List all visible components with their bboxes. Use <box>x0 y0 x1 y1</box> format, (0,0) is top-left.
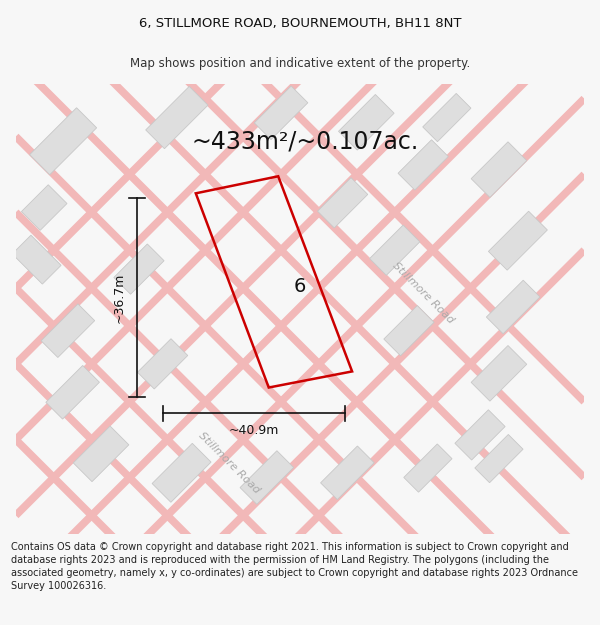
Polygon shape <box>404 444 452 492</box>
Text: Map shows position and indicative extent of the property.: Map shows position and indicative extent… <box>130 57 470 70</box>
Text: 6, STILLMORE ROAD, BOURNEMOUTH, BH11 8NT: 6, STILLMORE ROAD, BOURNEMOUTH, BH11 8NT <box>139 17 461 30</box>
Polygon shape <box>471 346 527 401</box>
Polygon shape <box>152 443 211 503</box>
Text: ~40.9m: ~40.9m <box>229 424 279 438</box>
Text: Contains OS data © Crown copyright and database right 2021. This information is : Contains OS data © Crown copyright and d… <box>11 542 578 591</box>
Polygon shape <box>488 211 547 270</box>
Polygon shape <box>475 434 523 482</box>
Polygon shape <box>73 426 129 482</box>
Polygon shape <box>146 86 208 149</box>
Polygon shape <box>12 235 61 284</box>
Polygon shape <box>240 451 293 504</box>
Polygon shape <box>320 446 374 499</box>
Polygon shape <box>338 94 394 150</box>
Polygon shape <box>254 86 308 139</box>
Polygon shape <box>22 185 67 230</box>
Polygon shape <box>41 304 95 358</box>
Polygon shape <box>317 177 368 228</box>
Text: Stillmore Road: Stillmore Road <box>391 260 455 326</box>
Polygon shape <box>370 225 420 275</box>
Text: Stillmore Road: Stillmore Road <box>196 431 262 496</box>
Polygon shape <box>114 244 164 294</box>
Polygon shape <box>455 410 505 460</box>
Text: ~433m²/~0.107ac.: ~433m²/~0.107ac. <box>191 129 418 153</box>
Polygon shape <box>398 140 448 190</box>
Polygon shape <box>137 339 188 389</box>
Polygon shape <box>487 280 540 334</box>
Polygon shape <box>384 306 434 356</box>
Polygon shape <box>29 107 97 175</box>
Polygon shape <box>46 366 100 419</box>
Text: 6: 6 <box>294 277 306 296</box>
Polygon shape <box>423 93 471 142</box>
Polygon shape <box>471 142 527 198</box>
Text: ~36.7m: ~36.7m <box>113 272 125 322</box>
